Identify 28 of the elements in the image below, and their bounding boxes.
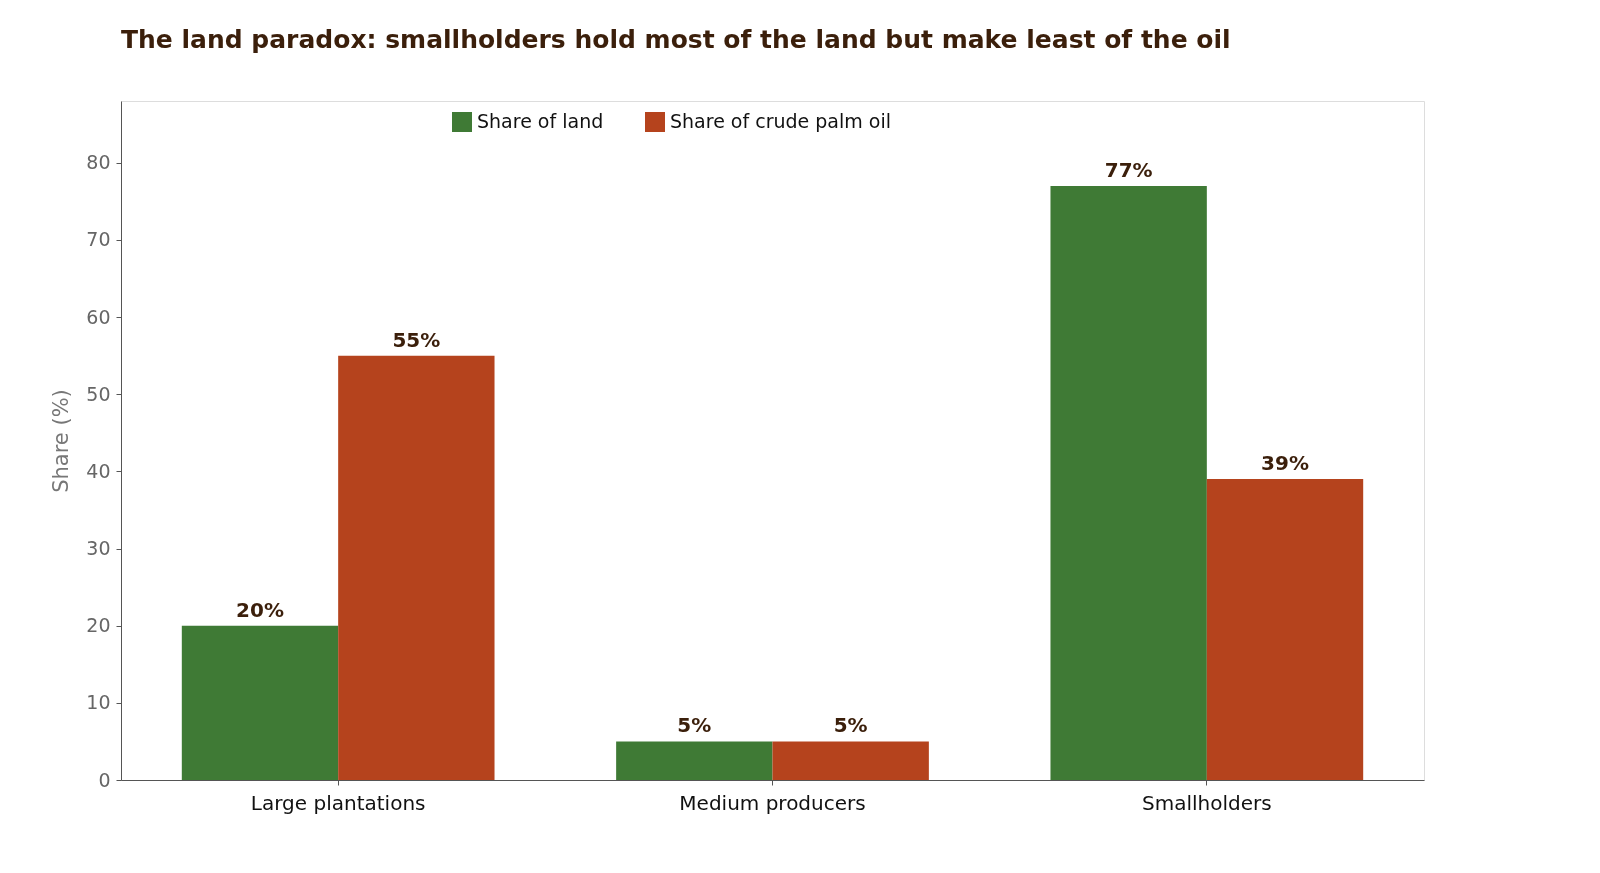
y-tick-label: 40 (86, 459, 111, 482)
data-label: 5% (677, 713, 712, 738)
bar (616, 741, 773, 780)
x-tick-label: Medium producers (679, 790, 866, 815)
y-tick-label: 80 (86, 151, 111, 174)
data-label: 55% (392, 327, 441, 352)
legend-label: Share of crude palm oil (670, 110, 892, 132)
data-label: 20% (236, 597, 284, 622)
bar (338, 355, 495, 780)
bar (1050, 185, 1207, 780)
y-tick-label: 70 (86, 228, 111, 251)
x-tick-label: Large plantations (250, 790, 426, 815)
y-tick-label: 30 (86, 537, 111, 560)
chart-title: The land paradox: smallholders hold most of the land but make least of the oil (121, 25, 1231, 54)
bar (1206, 479, 1364, 780)
data-label: 39% (1261, 451, 1309, 476)
x-tick-label: Smallholders (1142, 790, 1272, 815)
data-label: 77% (1104, 157, 1153, 182)
bar (181, 625, 339, 780)
data-label: 5% (833, 713, 868, 738)
y-tick-label: 50 (86, 382, 111, 405)
y-axis-title: Share (%) (49, 389, 74, 493)
bar (772, 741, 929, 780)
y-tick-label: 20 (86, 614, 111, 637)
y-tick-label: 10 (86, 691, 111, 714)
y-tick-label: 60 (86, 305, 111, 328)
y-tick-label: 0 (98, 768, 111, 791)
legend-label: Share of land (477, 110, 604, 132)
